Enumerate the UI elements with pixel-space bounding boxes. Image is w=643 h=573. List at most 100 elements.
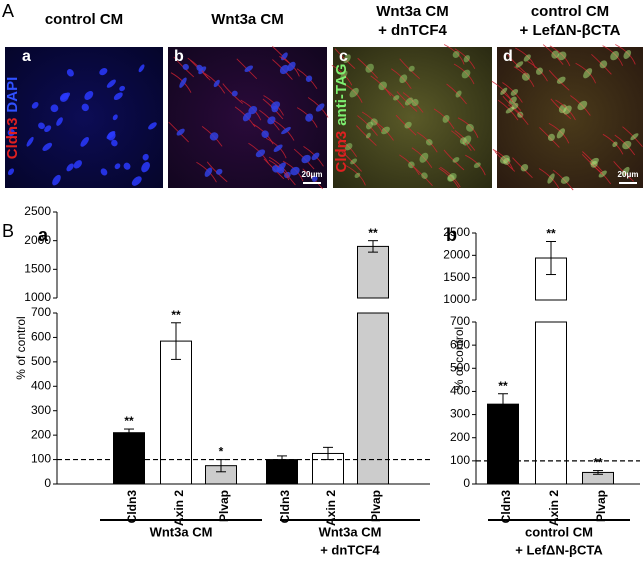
nucleus: [622, 140, 632, 150]
cell-border: [395, 114, 417, 136]
nucleus: [231, 90, 238, 97]
nucleus: [521, 72, 530, 81]
y-tick-label: 0: [463, 476, 470, 490]
panel-letter: d: [503, 48, 513, 65]
panel-label: A: [2, 1, 14, 21]
micrograph: [5, 47, 163, 188]
nucleus: [50, 104, 59, 113]
y-tick-label: 600: [450, 337, 470, 351]
nucleus: [556, 76, 566, 84]
nucleus: [500, 87, 508, 95]
y-tick-label: 700: [450, 314, 470, 328]
nucleus: [123, 162, 131, 170]
nucleus: [311, 152, 320, 161]
column-title: control CM: [45, 11, 123, 28]
nucleus: [111, 139, 118, 147]
cell-border: [356, 125, 377, 146]
bar: [357, 312, 389, 485]
nucleus: [196, 64, 204, 72]
nucleus: [213, 79, 220, 88]
column-title: Wnt3a CM: [211, 11, 284, 28]
nucleus: [517, 111, 524, 118]
nucleus: [315, 103, 325, 112]
nucleus: [26, 136, 34, 147]
nucleus: [463, 55, 470, 63]
nucleus: [113, 92, 123, 101]
significance: **: [124, 414, 134, 428]
cell-border: [613, 161, 634, 182]
x-tick-label: Axin 2: [172, 490, 186, 526]
nucleus: [7, 128, 15, 137]
bar: [160, 340, 192, 485]
cell-border: [396, 91, 418, 112]
nucleus: [523, 54, 531, 62]
scale-bar: [303, 182, 321, 184]
nucleus: [244, 65, 254, 73]
y-axis-label: % of control: [452, 327, 466, 390]
significance: *: [219, 445, 224, 459]
cell-border: [581, 153, 603, 175]
nucleus: [66, 163, 74, 172]
column-title: Wnt3a CM: [376, 3, 449, 20]
nucleus: [281, 126, 291, 135]
panel-letter: a: [22, 48, 31, 65]
significance: **: [593, 456, 603, 470]
nucleus: [421, 172, 428, 179]
nucleus: [255, 149, 266, 158]
nucleus: [311, 175, 318, 182]
y-tick-label: 0: [44, 476, 51, 490]
y-tick-label: 200: [31, 427, 51, 441]
group-label: Wnt3a CM: [150, 524, 213, 539]
y-tick-label: 700: [31, 305, 51, 319]
nucleus: [287, 61, 296, 72]
y-tick-label: 600: [31, 330, 51, 344]
nucleus: [81, 103, 89, 112]
nucleus: [106, 79, 116, 88]
panel-label: B: [2, 221, 14, 241]
nucleus: [515, 61, 524, 68]
nucleus: [560, 176, 570, 184]
nucleus: [452, 157, 460, 163]
nucleus: [273, 144, 283, 152]
nucleus: [551, 50, 559, 59]
significance: **: [546, 227, 556, 241]
nucleus: [350, 158, 358, 165]
stain-name: DAPI: [4, 77, 21, 113]
y-tick-label: 1500: [443, 270, 470, 284]
nucleus: [408, 65, 415, 72]
bar: [487, 403, 519, 485]
nucleus: [277, 166, 285, 174]
cell-border: [550, 98, 572, 120]
y-tick-label: 200: [450, 430, 470, 444]
y-tick-label: 1000: [443, 292, 470, 306]
group-label: control CM: [525, 524, 593, 539]
nucleus: [267, 116, 276, 125]
nucleus: [179, 77, 187, 88]
nucleus: [547, 173, 555, 184]
nucleus: [563, 105, 572, 115]
nucleus: [100, 168, 108, 176]
nucleus: [442, 114, 450, 123]
nucleus: [31, 102, 39, 109]
nucleus: [138, 64, 145, 73]
y-tick-label: 100: [31, 452, 51, 466]
cell-border: [507, 54, 528, 75]
nucleus: [459, 137, 467, 145]
nucleus: [411, 98, 419, 107]
nucleus: [340, 70, 348, 80]
bar: [357, 245, 389, 299]
nucleus: [119, 85, 126, 92]
nucleus: [142, 153, 149, 161]
nucleus: [455, 90, 462, 98]
cell-border: [222, 83, 244, 104]
nucleus: [425, 139, 433, 146]
group-label: + LefΔN-βCTA: [515, 542, 603, 557]
cell-border: [334, 48, 356, 70]
x-tick-label: Axin 2: [547, 490, 561, 526]
stain-label: Cldn3 anti-TAG: [333, 64, 350, 173]
significance: **: [498, 379, 508, 393]
nucleus: [557, 51, 567, 61]
nucleus: [404, 97, 414, 106]
nucleus: [381, 126, 390, 135]
y-tick-label: 400: [31, 378, 51, 392]
